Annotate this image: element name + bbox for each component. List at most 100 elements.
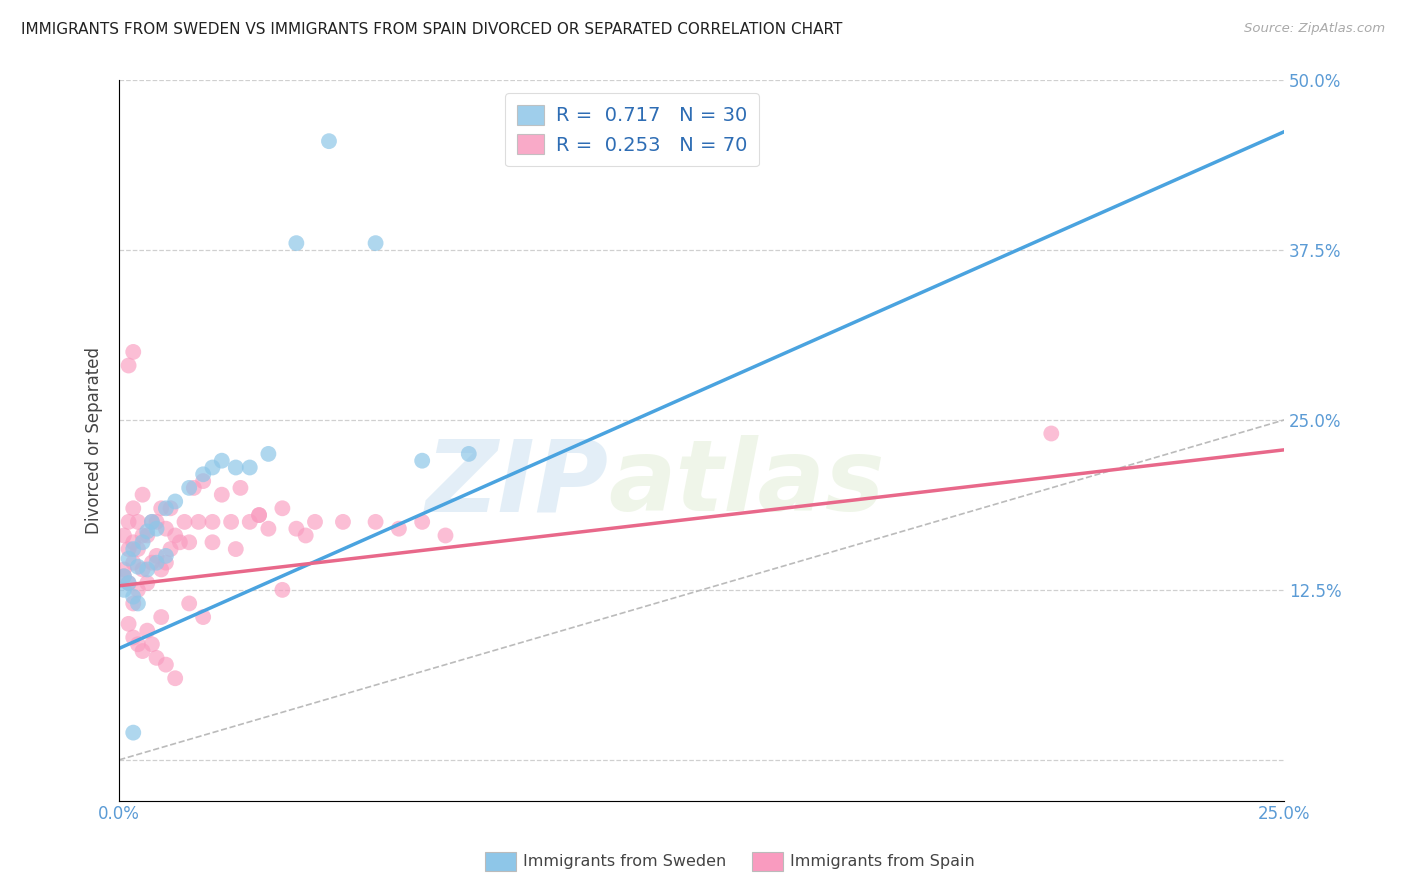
Point [257,447,280,461]
Point [191,610,214,624]
Point [201,535,224,549]
Point [122,345,145,359]
Point [191,474,214,488]
Point [318,134,340,148]
Text: Immigrants from Spain: Immigrants from Spain [790,855,974,869]
Point [411,515,433,529]
Point [364,236,387,251]
Point [145,549,167,563]
Point [145,556,167,570]
Point [183,481,205,495]
Point [117,616,139,631]
Point [127,582,149,597]
Point [122,631,145,645]
Point [187,515,209,529]
Point [112,528,135,542]
Point [122,501,145,516]
Point [257,522,280,536]
Text: IMMIGRANTS FROM SWEDEN VS IMMIGRANTS FROM SPAIN DIVORCED OR SEPARATED CORRELATIO: IMMIGRANTS FROM SWEDEN VS IMMIGRANTS FRO… [21,22,842,37]
Point [136,624,159,638]
Point [239,460,262,475]
Point [239,515,262,529]
Point [201,515,224,529]
Point [136,562,159,576]
Point [117,551,139,566]
Point [131,488,153,502]
Point [159,542,181,557]
Point [145,515,167,529]
Point [117,576,139,591]
Point [145,522,167,536]
Point [247,508,270,522]
Point [141,515,163,529]
Point [165,528,187,542]
Point [127,542,149,557]
Point [229,481,252,495]
Point [117,576,139,591]
Point [285,522,308,536]
Point [136,528,159,542]
Point [141,515,163,529]
Point [219,515,242,529]
Point [112,562,135,576]
Point [131,528,153,542]
Point [304,515,326,529]
Point [122,725,145,739]
Point [165,671,187,685]
Point [364,515,387,529]
Point [179,481,201,495]
Point [145,651,167,665]
Text: ZIP: ZIP [426,435,609,532]
Point [122,556,145,570]
Text: atlas: atlas [609,435,886,532]
Point [211,453,233,467]
Point [201,460,224,475]
Point [388,522,411,536]
Point [294,528,316,542]
Point [155,657,177,672]
Point [127,515,149,529]
Point [155,549,177,563]
Point [191,467,214,482]
Point [150,610,173,624]
Point [411,453,433,467]
Point [179,597,201,611]
Text: Immigrants from Sweden: Immigrants from Sweden [523,855,727,869]
Point [271,582,294,597]
Point [141,556,163,570]
Point [136,576,159,591]
Point [122,542,145,557]
Point [179,535,201,549]
Point [117,359,139,373]
Point [169,535,191,549]
Point [271,501,294,516]
Point [122,590,145,604]
Point [112,569,135,583]
Point [332,515,354,529]
Point [159,501,181,516]
Point [150,562,173,576]
Point [127,559,149,574]
Point [131,644,153,658]
Point [165,494,187,508]
Point [122,535,145,549]
Point [122,597,145,611]
Point [247,508,270,522]
Point [155,522,177,536]
Point [1040,426,1063,441]
Point [127,597,149,611]
Point [155,501,177,516]
Point [173,515,195,529]
Point [225,542,247,557]
Point [136,524,159,539]
Text: Source: ZipAtlas.com: Source: ZipAtlas.com [1244,22,1385,36]
Point [150,501,173,516]
Point [434,528,457,542]
Legend: R =  0.717   N = 30, R =  0.253   N = 70: R = 0.717 N = 30, R = 0.253 N = 70 [505,94,759,167]
Point [285,236,308,251]
Point [112,569,135,583]
Point [155,556,177,570]
Point [112,582,135,597]
Point [211,488,233,502]
Point [141,637,163,651]
